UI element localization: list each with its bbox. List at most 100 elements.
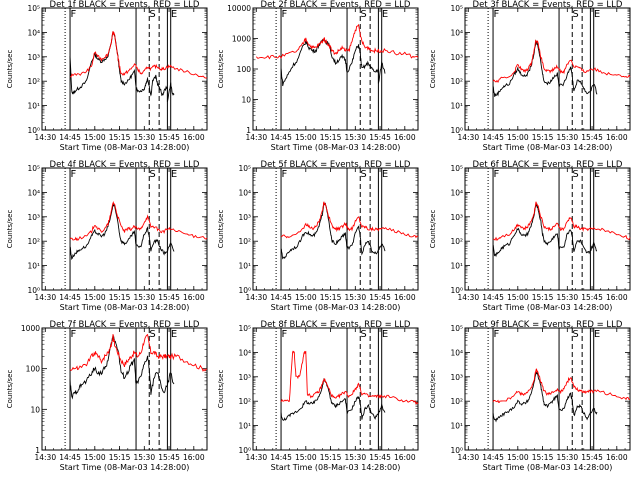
y-tick-label: 10⁰ <box>238 446 251 455</box>
y-tick-label: 10⁰ <box>238 286 251 295</box>
y-tick-label: 10⁰ <box>450 286 463 295</box>
x-tick-label: 15:45 <box>581 133 603 142</box>
x-axis-label: Start Time (08-Mar-03 14:28:00) <box>60 143 190 152</box>
y-tick-label: 10⁵ <box>27 4 40 13</box>
x-tick-label: 15:15 <box>320 293 342 302</box>
y-tick-label: 10⁴ <box>450 188 463 197</box>
x-tick-label: 15:15 <box>320 453 342 462</box>
x-tick-label: 14:45 <box>59 133 81 142</box>
y-tick-label: 10¹ <box>450 102 463 111</box>
x-tick-label: 16:00 <box>394 293 416 302</box>
y-axis-label: Counts/sec <box>429 370 437 409</box>
series-line-events <box>69 334 175 400</box>
y-tick-label: 10⁵ <box>238 164 251 173</box>
y-tick-label: 10⁵ <box>450 164 463 173</box>
plot-frame <box>252 167 419 291</box>
marker-label-f: F <box>281 169 287 180</box>
x-tick-label: 14:45 <box>270 453 292 462</box>
marker-label-f: F <box>281 329 287 340</box>
series-line-lld <box>492 39 631 84</box>
x-tick-label: 15:30 <box>133 453 155 462</box>
y-axis-label: Counts/sec <box>217 50 225 89</box>
x-tick-label: 15:00 <box>295 293 317 302</box>
x-tick-label: 14:30 <box>245 453 267 462</box>
x-tick-label: 14:45 <box>270 133 292 142</box>
y-tick-label: 10¹ <box>27 102 40 111</box>
x-tick-label: 15:00 <box>84 133 106 142</box>
x-axis-label: Start Time (08-Mar-03 14:28:00) <box>483 143 613 152</box>
panel-det-9f: Det 9f BLACK = Events, RED = LLD Counts/s… <box>429 320 631 472</box>
panel-det-8f: Det 8f BLACK = Events, RED = LLD Counts/s… <box>217 320 419 472</box>
x-tick-label: 15:45 <box>581 293 603 302</box>
panel-det-7f: Det 7f BLACK = Events, RED = LLD Counts/s… <box>6 320 208 472</box>
x-axis-label: Start Time (08-Mar-03 14:28:00) <box>271 463 401 472</box>
x-tick-label: 15:45 <box>158 133 180 142</box>
y-tick-label: 10² <box>450 77 463 86</box>
series-line-lld <box>493 201 631 242</box>
y-tick-label: 10³ <box>238 373 251 382</box>
x-tick-label: 14:45 <box>59 293 81 302</box>
x-tick-label: 15:15 <box>109 293 131 302</box>
y-axis-label: Counts/sec <box>217 210 225 249</box>
x-tick-label: 14:30 <box>457 453 479 462</box>
y-tick-label: 10⁴ <box>450 28 463 37</box>
plot-frame <box>41 327 208 451</box>
plot-frame <box>252 7 419 131</box>
y-axis-label: Counts/sec <box>6 50 14 89</box>
y-axis-label: Counts/sec <box>6 370 14 409</box>
x-tick-label: 15:45 <box>369 133 391 142</box>
marker-label-f: F <box>281 9 287 20</box>
x-tick-label: 14:45 <box>59 453 81 462</box>
x-tick-label: 15:45 <box>581 453 603 462</box>
series-line-lld <box>255 23 419 60</box>
panel-det-6f: Det 6f BLACK = Events, RED = LLD Counts/s… <box>429 160 631 312</box>
x-tick-label: 15:15 <box>320 133 342 142</box>
x-tick-label: 15:00 <box>507 293 529 302</box>
y-tick-label: 10³ <box>27 213 40 222</box>
y-tick-label: 1 <box>35 446 40 455</box>
x-tick-label: 16:00 <box>606 453 628 462</box>
marker-label-f: F <box>70 169 76 180</box>
marker-label-s: S <box>572 9 578 20</box>
marker-label-s: S <box>360 9 366 20</box>
y-tick-label: 10² <box>238 397 251 406</box>
x-tick-label: 14:30 <box>34 453 56 462</box>
series-line-lld <box>492 368 631 404</box>
marker-label-e: E <box>171 9 177 20</box>
x-axis-label: Start Time (08-Mar-03 14:28:00) <box>483 463 613 472</box>
series-line-events <box>69 31 175 102</box>
x-tick-label: 15:30 <box>344 453 366 462</box>
y-tick-label: 10000 <box>227 4 251 13</box>
marker-label-f: F <box>493 169 499 180</box>
x-tick-label: 15:00 <box>507 453 529 462</box>
y-tick-label: 100 <box>26 365 41 374</box>
y-tick-label: 10³ <box>450 213 463 222</box>
y-tick-label: 10⁴ <box>27 28 40 37</box>
x-tick-label: 15:00 <box>295 453 317 462</box>
marker-label-s: S <box>572 169 578 180</box>
x-tick-label: 15:00 <box>295 133 317 142</box>
marker-label-e: E <box>594 329 600 340</box>
panel-det-5f: Det 5f BLACK = Events, RED = LLD Counts/s… <box>217 160 419 312</box>
series-line-lld <box>69 31 208 79</box>
x-tick-label: 16:00 <box>183 453 205 462</box>
panel-title: Det 9f BLACK = Events, RED = LLD <box>473 320 623 330</box>
x-tick-label: 15:30 <box>556 453 578 462</box>
y-tick-label: 10¹ <box>450 422 463 431</box>
x-tick-label: 15:30 <box>344 133 366 142</box>
x-axis-label: Start Time (08-Mar-03 14:28:00) <box>60 463 190 472</box>
y-tick-label: 10² <box>450 397 463 406</box>
plot-frame <box>41 7 208 131</box>
marker-label-e: E <box>382 9 388 20</box>
y-tick-label: 10⁴ <box>27 188 40 197</box>
y-tick-label: 10⁴ <box>238 348 251 357</box>
y-tick-label: 10⁰ <box>450 446 463 455</box>
panel-title: Det 4f BLACK = Events, RED = LLD <box>50 160 200 170</box>
marker-label-s: S <box>149 329 155 340</box>
x-tick-label: 15:45 <box>369 453 391 462</box>
y-tick-label: 10⁵ <box>238 324 251 333</box>
marker-label-s: S <box>360 329 366 340</box>
x-tick-label: 14:30 <box>457 133 479 142</box>
panel-det-2f: Det 2f BLACK = Events, RED = LLD Counts/s… <box>217 0 419 152</box>
